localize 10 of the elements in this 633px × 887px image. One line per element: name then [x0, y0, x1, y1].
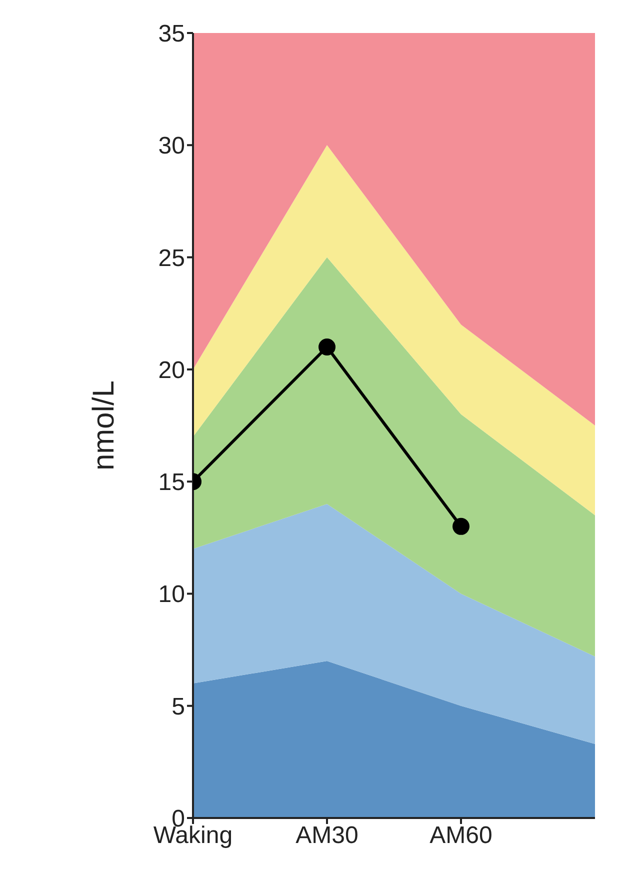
y-tick-label: 25	[158, 244, 185, 272]
y-tick-label: 20	[158, 356, 185, 384]
x-tick-label: AM30	[296, 822, 358, 850]
x-tick-label: AM60	[430, 822, 492, 850]
y-tick-label: 30	[158, 132, 185, 160]
y-tick-label: 35	[158, 20, 185, 48]
y-tick-label: 5	[172, 693, 185, 720]
y-tick-label: 10	[158, 581, 185, 608]
y-axis-title: nmol/L	[88, 380, 121, 471]
y-tick-label: 15	[158, 469, 185, 496]
